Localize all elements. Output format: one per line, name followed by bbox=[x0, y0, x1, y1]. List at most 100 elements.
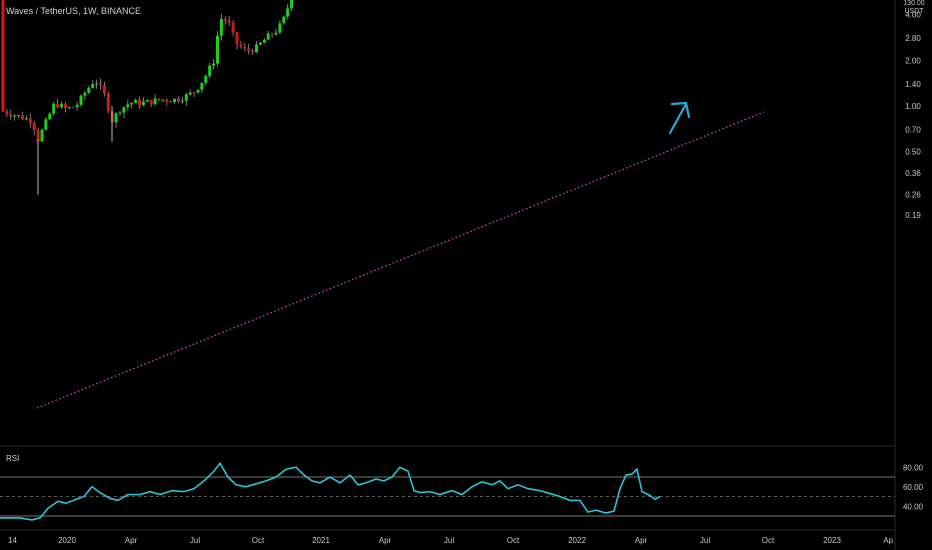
candle-up bbox=[44, 119, 48, 130]
candle-down bbox=[36, 130, 40, 142]
time-tick-label: Jul bbox=[190, 536, 200, 545]
price-tick-label: 4.00 bbox=[905, 11, 921, 20]
candle-up bbox=[212, 63, 216, 66]
candle-down bbox=[223, 18, 227, 21]
candle-up bbox=[200, 82, 204, 90]
candle-up bbox=[48, 113, 52, 120]
price-axis[interactable]: 80.0056.0041.0030.0020.0011.008.005.504.… bbox=[898, 0, 928, 220]
candle-up bbox=[141, 101, 145, 106]
candle-up bbox=[153, 98, 157, 105]
candle-up bbox=[83, 92, 87, 96]
candle-down bbox=[157, 98, 161, 100]
price-tick-label: 1.00 bbox=[905, 102, 921, 111]
candle-up bbox=[114, 113, 118, 123]
candle-down bbox=[243, 46, 247, 49]
time-tick-label: Apr bbox=[379, 536, 392, 545]
candle-down bbox=[149, 100, 153, 105]
candle-up bbox=[173, 98, 177, 103]
candle-up bbox=[219, 18, 223, 36]
candle-down bbox=[235, 32, 239, 45]
candle-up bbox=[161, 99, 165, 101]
currency-label: USDT bbox=[904, 8, 924, 15]
candle-up bbox=[286, 8, 290, 17]
candle-up bbox=[24, 118, 28, 120]
candle-up bbox=[204, 75, 208, 83]
time-tick-label: Ap bbox=[883, 536, 893, 545]
candle-up bbox=[208, 65, 212, 76]
candle-up bbox=[290, 0, 294, 9]
candle-down bbox=[21, 115, 24, 120]
candle-down bbox=[71, 107, 75, 109]
time-tick-label: Oct bbox=[507, 536, 520, 545]
time-tick-label: Apr bbox=[635, 536, 648, 545]
candle-down bbox=[138, 100, 141, 106]
candle-up bbox=[130, 102, 134, 105]
candle-down bbox=[99, 83, 102, 86]
price-tick-label: 2.80 bbox=[905, 34, 921, 43]
candle-up bbox=[255, 44, 258, 53]
candle-down bbox=[9, 114, 13, 117]
candle-up bbox=[134, 100, 138, 103]
price-tick-label: 2.00 bbox=[905, 56, 921, 65]
candle-down bbox=[192, 92, 196, 94]
candle-up bbox=[40, 129, 44, 142]
support-trendline bbox=[36, 111, 765, 409]
candle-up bbox=[274, 32, 278, 35]
candle-up bbox=[91, 84, 95, 88]
candle-down bbox=[1, 0, 5, 112]
candles-group bbox=[1, 0, 294, 195]
price-tick-label: 0.50 bbox=[905, 148, 921, 157]
candle-up bbox=[126, 104, 130, 108]
time-tick-label: 2020 bbox=[58, 536, 76, 545]
candle-up bbox=[180, 100, 184, 102]
time-tick-label: Apr bbox=[125, 536, 138, 545]
time-tick-label: 2022 bbox=[568, 536, 586, 545]
candle-down bbox=[169, 101, 173, 103]
time-tick-label: Jul bbox=[444, 536, 454, 545]
candle-up bbox=[52, 103, 56, 114]
candle-up bbox=[60, 104, 63, 108]
candle-up bbox=[145, 100, 149, 102]
candle-up bbox=[216, 35, 219, 64]
candle-up bbox=[67, 107, 71, 109]
rsi-label: RSI bbox=[6, 454, 20, 463]
candle-down bbox=[56, 103, 60, 108]
arrow-up-shaft bbox=[668, 102, 688, 135]
axis-header: 130.00 USDT bbox=[896, 0, 932, 16]
candle-up bbox=[13, 115, 17, 117]
candle-up bbox=[79, 95, 83, 105]
time-tick-label: Jul bbox=[700, 536, 710, 545]
candle-up bbox=[75, 104, 79, 108]
time-axis[interactable]: 14 2020 Apr Jul Oct 2021 Apr Jul Oct 2022 Apr Jul Oc… bbox=[8, 536, 894, 545]
candle-down bbox=[32, 123, 36, 131]
candle-up bbox=[122, 107, 126, 113]
price-tick-label: 0.36 bbox=[905, 169, 921, 178]
candle-up bbox=[196, 89, 200, 93]
rsi-tick-label: 40.00 bbox=[903, 502, 924, 511]
candle-up bbox=[87, 87, 91, 93]
arrow-up-head bbox=[670, 101, 691, 119]
candle-down bbox=[106, 93, 110, 112]
candle-up bbox=[258, 42, 262, 45]
candle-down bbox=[247, 48, 251, 51]
time-tick-label: 2023 bbox=[823, 536, 841, 545]
time-tick-label: Oct bbox=[762, 536, 775, 545]
price-tick-label: 0.26 bbox=[905, 191, 921, 200]
candle-down bbox=[239, 44, 243, 47]
candle-down bbox=[270, 33, 274, 35]
candle-down bbox=[28, 118, 32, 124]
candle-up bbox=[266, 33, 270, 40]
candle-down bbox=[231, 22, 235, 33]
candle-down bbox=[63, 104, 67, 109]
candle-up bbox=[188, 92, 192, 95]
overlays-group bbox=[36, 101, 765, 409]
rsi-line bbox=[0, 461, 661, 521]
candle-up bbox=[184, 94, 188, 101]
candle-up bbox=[278, 23, 282, 33]
candle-down bbox=[177, 98, 180, 102]
candle-up bbox=[282, 16, 286, 24]
candle-down bbox=[165, 99, 169, 102]
candle-down bbox=[251, 50, 255, 53]
candle-up bbox=[95, 83, 99, 85]
